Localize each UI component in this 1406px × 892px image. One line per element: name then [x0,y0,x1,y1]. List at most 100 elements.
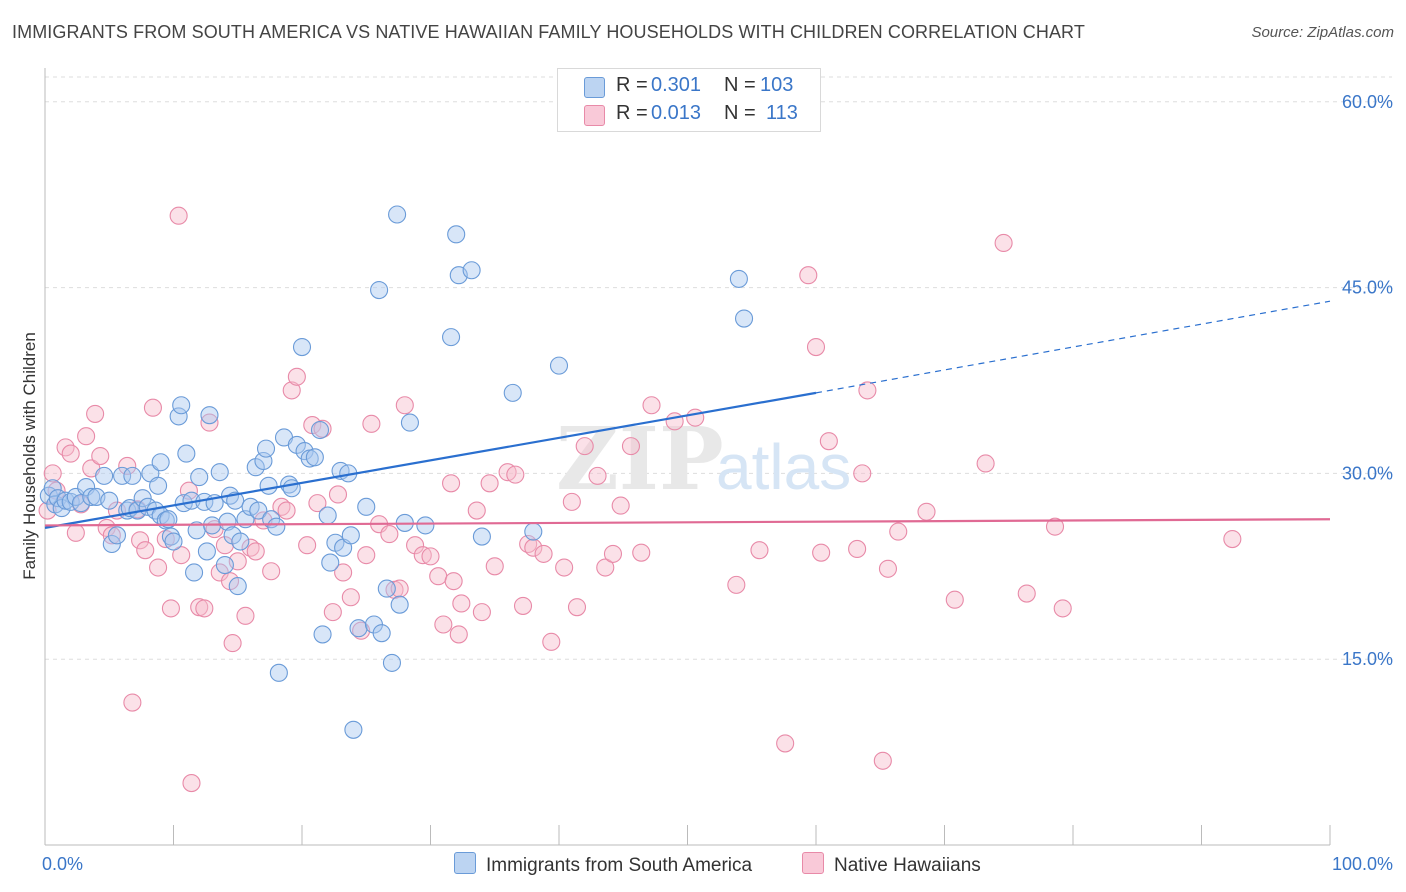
native-hawaiians-point [334,563,353,582]
native-hawaiians-point [480,474,499,493]
native-hawaiians-point [395,396,414,415]
immigrants-south-america-point [197,542,216,561]
immigrants-south-america-point [472,527,491,546]
legend-row-immigrants[interactable]: R = 0.301 N = 103 [558,73,820,99]
native-hawaiians-point [444,572,463,591]
immigrants-south-america-point [200,406,219,425]
immigrants-south-america-point [313,625,332,644]
native-hawaiians-point [848,539,867,558]
native-hawaiians-point [621,437,641,456]
legend-r-label: R = [616,74,648,96]
immigrants-south-america-point [382,653,402,672]
immigrants-south-america-point [447,225,466,244]
immigrants-south-america-point [218,512,237,531]
native-hawaiians-point [727,575,746,594]
immigrants-south-america-point [215,556,234,575]
immigrants-south-america-point [503,383,522,402]
immigrants-south-america-point [100,491,119,510]
native-hawaiians-point [596,558,615,577]
immigrants-south-america-point [133,489,152,508]
native-hawaiians-point [588,466,607,485]
immigrants-south-america-point [344,720,363,739]
immigrants-south-america-point [442,328,461,347]
native-hawaiians-point [262,562,281,581]
immigrants-south-america-point [269,663,288,682]
native-hawaiians-point [380,525,399,544]
native-hawaiians-point [277,501,296,520]
native-hawaiians-point [467,501,486,520]
native-hawaiians-point [200,413,219,432]
native-hawaiians-point [77,427,96,446]
native-hawaiians-point [917,502,936,521]
native-hawaiians-point [182,774,201,793]
native-hawaiians-point [362,414,381,433]
native-hawaiians-point [945,590,964,609]
native-hawaiians-point [994,233,1013,253]
legend-swatch-pink [584,105,605,126]
y-tick-label: 15.0% [1342,649,1393,669]
native-hawaiians-point [506,465,525,484]
native-hawaiians-point [61,444,80,463]
immigrants-south-america-point [149,476,168,495]
native-hawaiians-point [1223,529,1242,549]
native-hawaiians-point [853,464,872,483]
immigrants-south-america-point [177,444,196,463]
native-hawaiians-point [1017,584,1036,603]
immigrants-south-america-point [210,463,229,482]
immigrants-south-america-point [377,579,396,598]
immigrants-south-america-point [95,466,114,485]
native-hawaiians-point [161,599,180,618]
native-hawaiians-point [287,367,306,386]
trendlines [44,300,1331,529]
legend-row-hawaiians[interactable]: R = 0.013 N = 113 [558,101,820,127]
immigrants-south-america-point [169,407,188,426]
source-label[interactable]: Source: ZipAtlas.com [1251,24,1394,41]
source-link[interactable]: Source: ZipAtlas.com [1251,24,1394,41]
native-hawaiians-point [118,456,137,476]
native-hawaiians-point [149,558,168,577]
immigrants-south-america-point [113,466,132,485]
legend-r-label: R = [616,102,648,124]
gridlines [45,76,1392,660]
immigrants-south-america-point [305,448,324,467]
native-hawaiians-point [406,536,425,555]
native-hawaiians-point [123,693,142,712]
immigrants-south-america-point [729,269,748,288]
immigrants-south-america-point [102,534,121,554]
immigrants-south-america-point [228,577,247,596]
native-hawaiians-point [131,531,150,550]
immigrants-south-america-point [549,356,569,375]
bottom-legend-hawaiians[interactable]: Native Hawaiians [802,852,981,877]
native-hawaiians-point [323,603,342,622]
legend-n-value: 113 [766,102,798,124]
native-hawaiians-point [390,579,409,598]
immigrants-south-america-point [267,517,286,536]
bottom-legend-label: Native Hawaiians [834,855,981,876]
native-hawaiians-point [976,454,995,473]
native-hawaiians-point [413,546,432,565]
bottom-legend-swatch-pink [802,852,824,874]
native-hawaiians-point [429,567,448,586]
native-hawaiians-point [1045,517,1065,536]
bottom-legend-immigrants[interactable]: Immigrants from South America [454,852,752,877]
immigrants-trendline [44,391,817,529]
bottom-legend-swatch-blue [454,852,476,874]
y-tick-label: 45.0% [1342,278,1393,298]
immigrants-south-america-point [390,595,409,614]
watermark: ZIP atlas [556,409,851,510]
native-hawaiians-point [642,396,661,415]
native-hawaiians-point [611,496,630,515]
native-hawaiians-point [341,588,360,607]
immigrants-south-america-point [321,553,340,572]
immigrants-south-america-point [292,337,312,357]
native-hawaiians-point [298,536,317,555]
native-hawaiians-point [308,494,327,513]
immigrants-south-america-point [172,396,191,415]
native-hawaiians-point [542,632,561,651]
native-hawaiians-point [472,603,491,622]
native-hawaiians-point [750,541,769,560]
immigrants-south-america-point [372,624,391,643]
immigrants-south-america-point [259,476,278,495]
immigrants-south-america-point [71,494,91,513]
native-hawaiians-point [686,408,705,427]
